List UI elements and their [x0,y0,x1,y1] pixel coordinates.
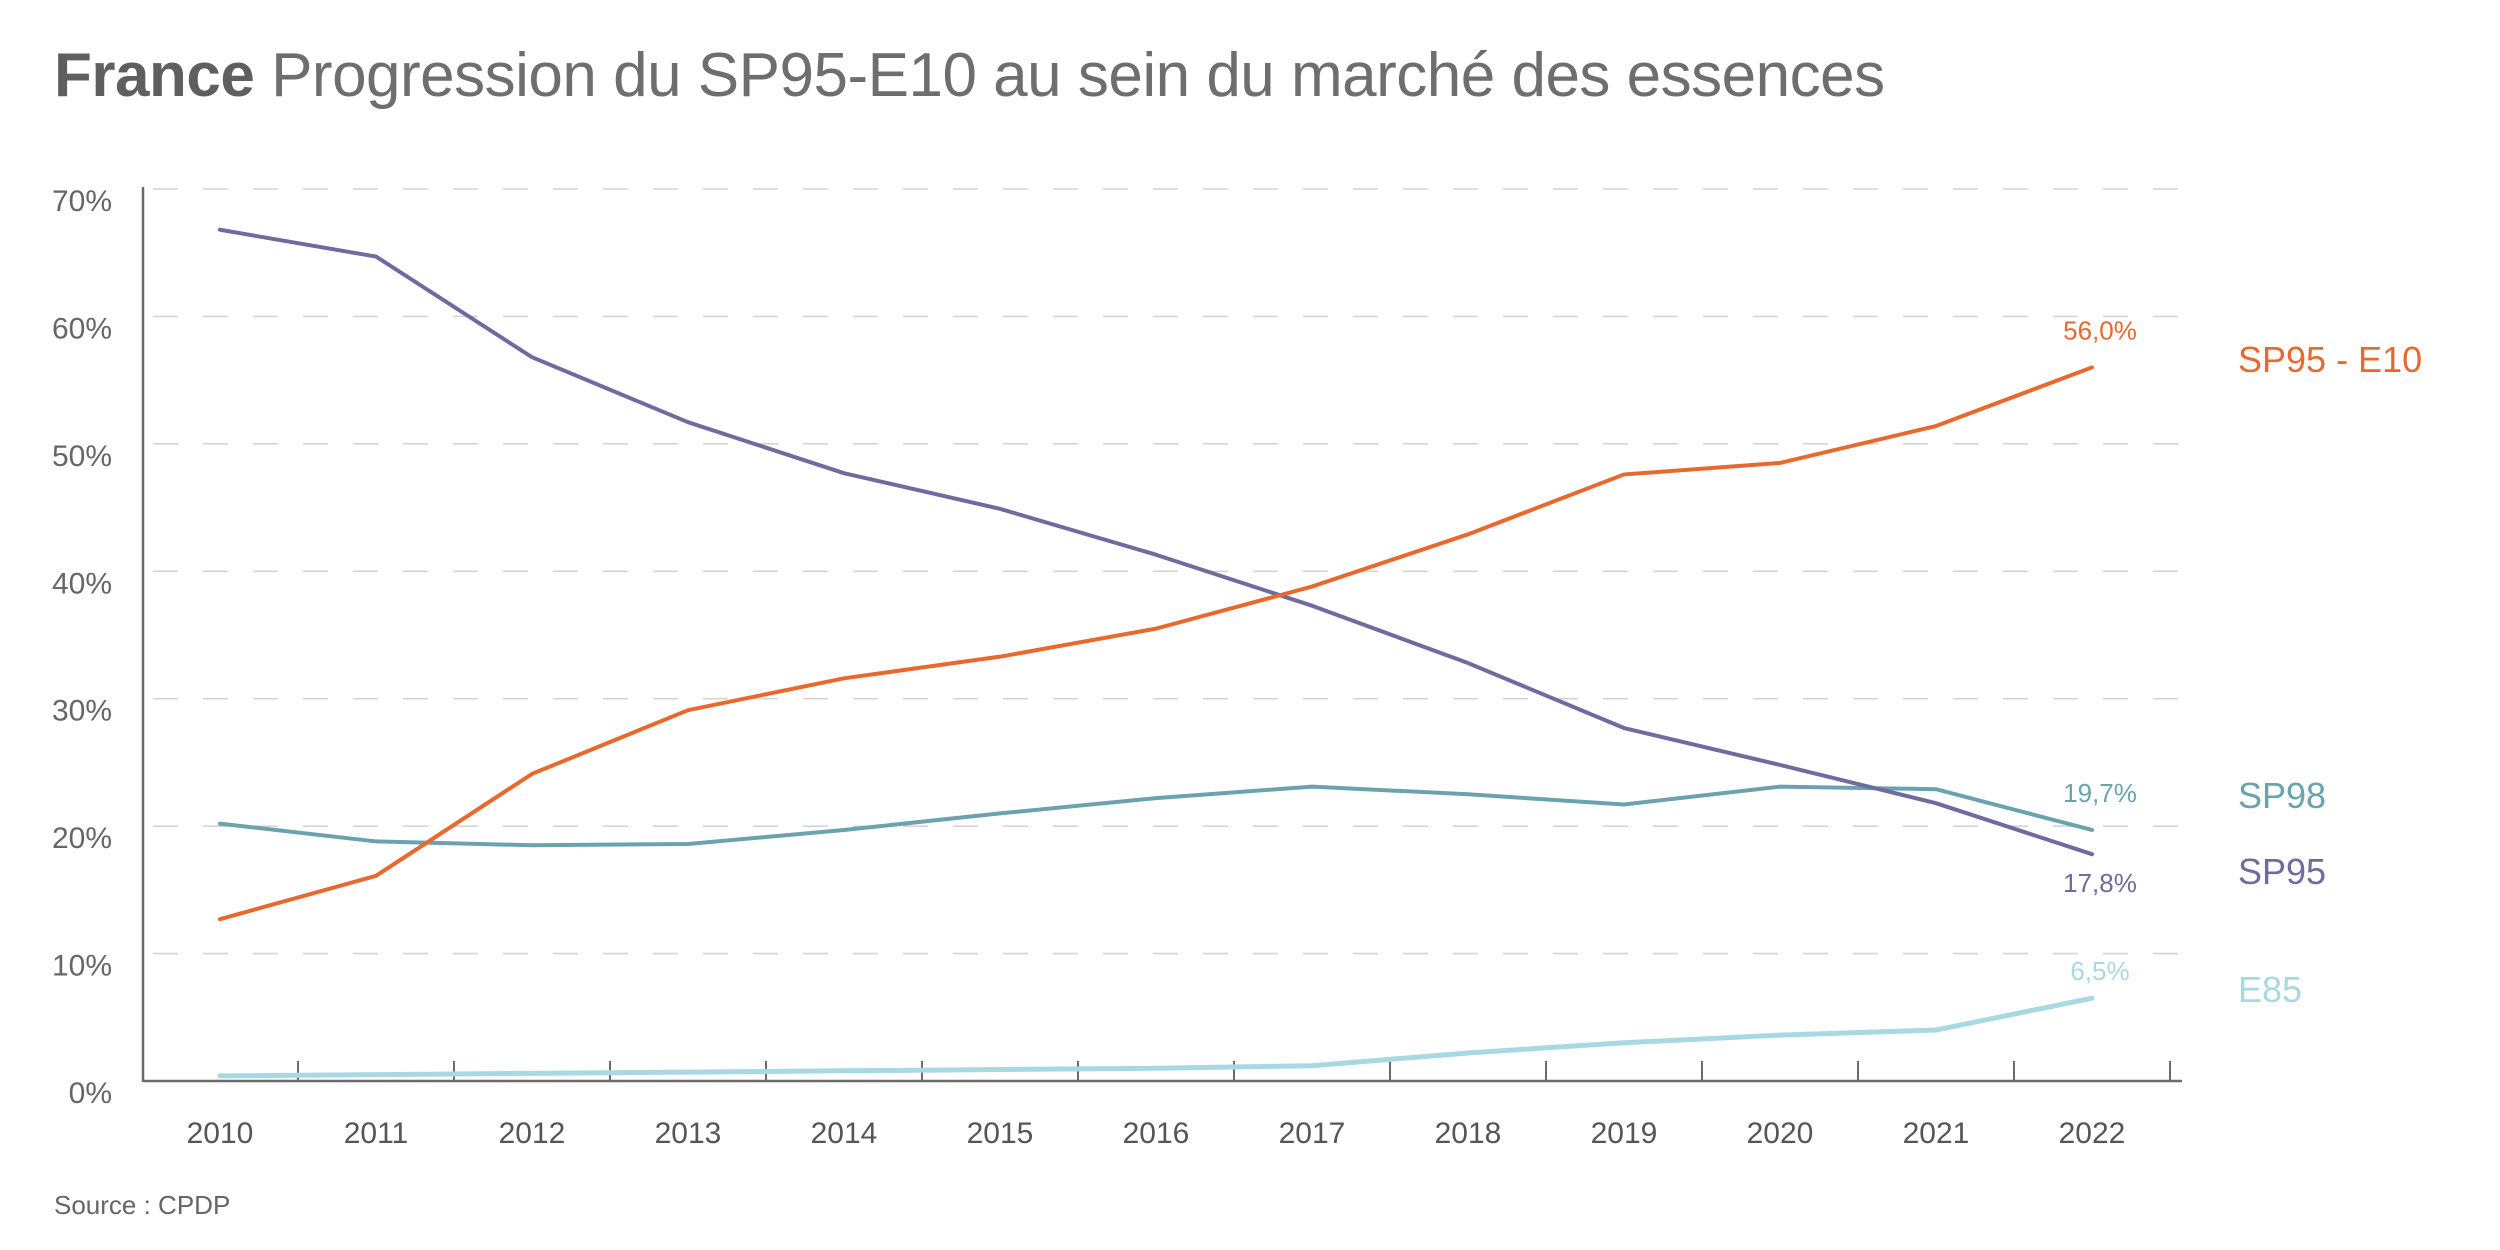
x-tick-label: 2010 [187,1117,254,1150]
end-value-label-sp98: 19,7% [2063,778,2137,808]
y-tick-label: 20% [52,822,112,855]
x-tick-label: 2013 [655,1117,722,1150]
series-line-sp95 [218,227,2094,857]
gridlines [153,188,2190,955]
x-tick-label: 2020 [1747,1117,1814,1150]
x-tick-label: 2015 [967,1117,1034,1150]
legend-label-sp95-e10: SP95 - E10 [2238,339,2422,380]
series-lines [217,227,2095,1079]
y-tick-label: 30% [52,695,112,728]
end-value-label-sp95: 17,8% [2063,868,2137,898]
y-tick-label: 10% [52,950,112,983]
series-line-sp95-e10 [218,365,2094,922]
y-tick-label: 70% [52,185,112,218]
series-labels: 56,0% SP95 - E10 19,7% SP98 17,8% SP95 6,5% E85 [2063,315,2422,1010]
legend-label-sp98: SP98 [2238,775,2326,816]
x-tick-label: 2018 [1435,1117,1502,1150]
chart-title-text: Progression du SP95-E10 au sein du march… [271,41,1885,110]
legend-label-e85: E85 [2238,969,2302,1010]
x-tick-label: 2011 [344,1117,409,1150]
y-axis-ticks: 0% 10% 20% 30% 40% 50% 60% 70% [52,185,112,1110]
chart-title-country: France [54,41,255,110]
y-tick-label: 0% [69,1077,112,1110]
x-axis-ticks: 2010 2011 2012 2013 2014 2015 2016 2017 2018 2019… [187,1061,2171,1150]
x-tick-label: 2016 [1123,1117,1190,1150]
end-value-label-sp95-e10: 56,0% [2063,315,2137,345]
x-tick-label: 2012 [499,1117,566,1150]
y-tick-label: 40% [52,567,112,600]
x-tick-label: 2014 [811,1117,878,1150]
y-tick-label: 60% [52,312,112,345]
end-value-label-e85: 6,5% [2070,956,2129,986]
x-tick-label: 2022 [2059,1117,2126,1150]
chart-title: France Progression du SP95-E10 au sein d… [54,40,1885,111]
series-line-e85 [217,995,2095,1079]
x-tick-label: 2019 [1591,1117,1658,1150]
source-note: Source : CPDP [54,1190,231,1220]
legend-label-sp95: SP95 [2238,851,2326,892]
x-tick-label: 2017 [1279,1117,1346,1150]
series-line-sp98 [218,784,2094,848]
axes [141,187,2182,1083]
x-tick-label: 2021 [1903,1117,1970,1150]
y-tick-label: 50% [52,440,112,473]
